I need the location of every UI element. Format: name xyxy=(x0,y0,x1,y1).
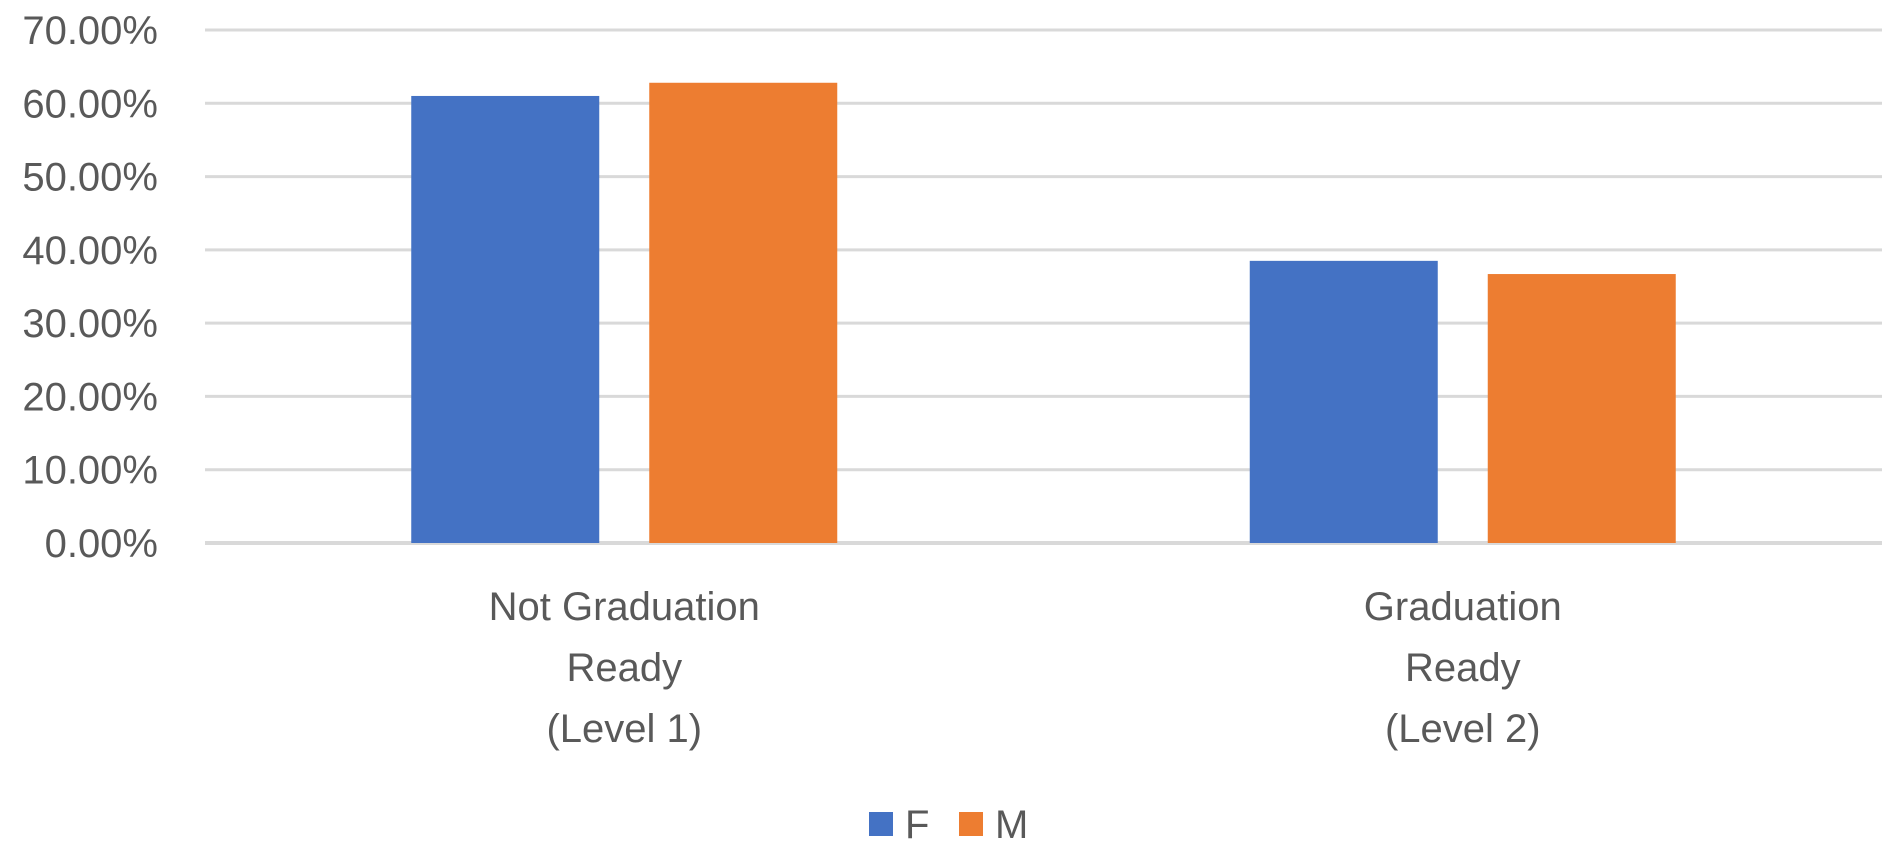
x-category-label: Not Graduation Ready (Level 1) xyxy=(489,585,760,751)
bar-m-1 xyxy=(649,82,838,543)
y-tick-label: 20.00% xyxy=(22,375,158,419)
y-tick-label: 60.00% xyxy=(22,82,158,126)
bar-f-2 xyxy=(1249,260,1438,543)
y-tick-label: 30.00% xyxy=(22,302,158,346)
legend-swatch-m xyxy=(959,812,983,836)
legend-swatch-f xyxy=(869,812,893,836)
bar-m-2 xyxy=(1487,274,1676,543)
y-tick-label: 50.00% xyxy=(22,156,158,200)
y-tick-label: 70.00% xyxy=(22,9,158,53)
legend-label-m: M xyxy=(995,803,1028,847)
y-tick-label: 40.00% xyxy=(22,229,158,273)
y-axis-tick-labels: 0.00% 10.00% 20.00% 30.00% 40.00% 50.00% 60.00… xyxy=(22,9,158,566)
bar-f-1 xyxy=(411,95,600,543)
y-tick-label: 0.00% xyxy=(45,522,158,566)
x-axis-category-labels: Not Graduation Ready (Level 1) Graduation Re… xyxy=(489,585,1562,751)
x-category-label: Graduation Ready (Level 2) xyxy=(1364,585,1562,751)
legend-label-f: F xyxy=(905,803,929,847)
bars xyxy=(411,82,1676,543)
y-tick-label: 10.00% xyxy=(22,449,158,493)
